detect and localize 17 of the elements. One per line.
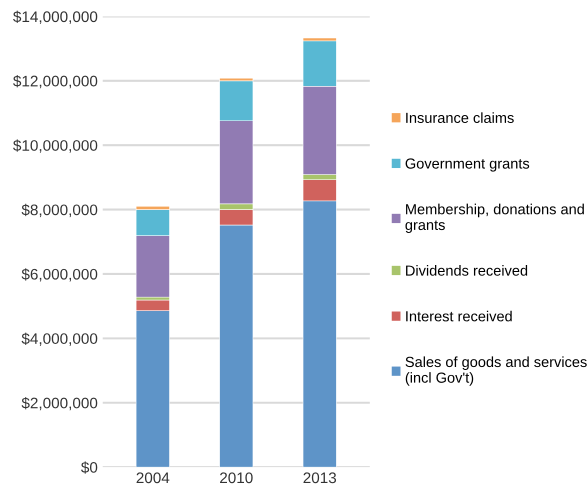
x-tick-label: 2013 <box>304 472 336 484</box>
legend-label: Government grants <box>406 158 530 172</box>
y-tick-label: $6,000,000 <box>22 268 98 282</box>
y-tick-label: $14,000,000 <box>13 10 98 24</box>
x-tick-label: 2004 <box>136 472 170 484</box>
y-tick-label: $2,000,000 <box>22 396 98 410</box>
x-tick-label: 2010 <box>220 472 253 484</box>
y-tick-label: $0 <box>81 461 98 474</box>
legend-label: Membership, donations and grants <box>405 204 584 233</box>
legend-label: Interest received <box>406 310 512 322</box>
y-tick-label: $4,000,000 <box>22 332 98 346</box>
legend-label: Sales of goods and services (incl Gov't) <box>406 356 587 386</box>
y-tick-label: $10,000,000 <box>13 139 98 153</box>
y-tick-label: $8,000,000 <box>22 204 98 218</box>
legend-label: Dividends received <box>406 265 528 276</box>
legend-label: Insurance claims <box>406 112 514 124</box>
y-tick-label: $12,000,000 <box>13 75 98 88</box>
